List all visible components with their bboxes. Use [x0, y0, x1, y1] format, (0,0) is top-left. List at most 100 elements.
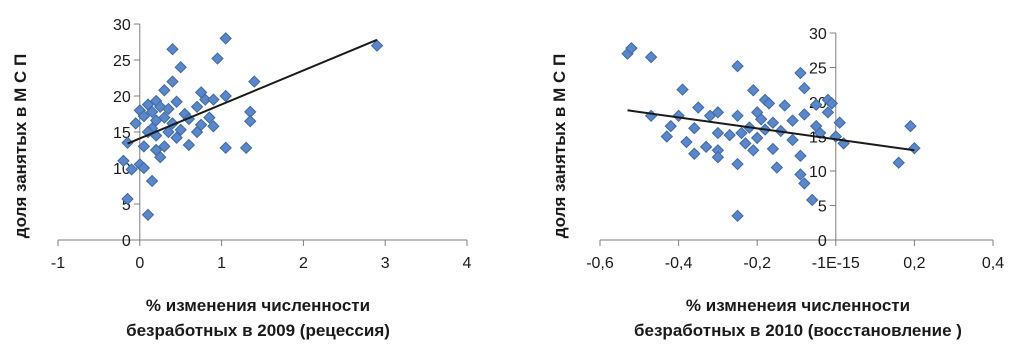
data-point [786, 133, 799, 147]
data-point [676, 83, 689, 96]
data-point [711, 126, 725, 140]
data-point [711, 150, 725, 164]
data-point [207, 120, 220, 133]
data-point [747, 84, 760, 97]
data-point [688, 122, 701, 135]
data-point [162, 125, 175, 139]
data-point [190, 100, 204, 114]
data-point [166, 42, 179, 56]
data-point [203, 111, 216, 124]
scatter-chart-recovery: доля занятых в М С П % измненеия численн… [550, 26, 1004, 340]
data-point [207, 93, 220, 106]
data-point [137, 109, 151, 123]
data-point [892, 156, 905, 169]
data-point [137, 140, 151, 153]
data-point [117, 154, 130, 168]
data-point [825, 97, 839, 110]
data-point [794, 149, 807, 163]
data-point [794, 168, 807, 181]
data-point [162, 102, 175, 116]
data-point [735, 126, 748, 140]
data-point [692, 101, 705, 114]
x-tick-label: 0 [135, 255, 144, 272]
data-point [244, 114, 257, 128]
scatter-chart-recession: доля занятых в М С П % изменения численн… [11, 17, 472, 340]
y-axis-title: доля занятых в М С П [11, 54, 30, 238]
y-tick-label: 30 [113, 17, 131, 34]
data-point [806, 193, 819, 207]
data-point [798, 177, 811, 190]
x-tick-label: 2 [299, 255, 308, 272]
data-point [833, 116, 846, 129]
data-point [145, 105, 159, 119]
data-point [688, 147, 701, 160]
y-tick-label: 0 [122, 233, 131, 250]
data-point [794, 66, 807, 80]
data-point [672, 109, 685, 123]
data-point [182, 138, 196, 152]
data-point [199, 93, 212, 106]
x-tick-label: -0,6 [586, 255, 614, 272]
y-axis-title-text: доля занятых в М С П [11, 54, 30, 238]
data-point [660, 130, 674, 143]
data-point [248, 75, 261, 88]
data-point [699, 140, 713, 154]
x-axis-title-line-1: % измненеия численности [686, 296, 910, 315]
data-point [798, 81, 811, 95]
data-point [747, 144, 760, 157]
x-axis-title-line-2: безработных в 2009 (рецессия) [126, 321, 390, 340]
data-point [731, 59, 744, 73]
data-point [219, 32, 232, 45]
data-point [370, 39, 384, 52]
data-point [170, 95, 183, 108]
data-point [762, 97, 776, 110]
data-point [821, 106, 835, 119]
data-point [644, 50, 658, 64]
x-tick-label: -0,4 [665, 255, 693, 272]
data-point [798, 108, 811, 121]
data-point [174, 60, 187, 74]
trend-line [127, 38, 378, 145]
data-point [778, 99, 791, 112]
y-tick-label: 10 [113, 161, 131, 178]
data-point [141, 208, 155, 222]
y-axis-title-text: доля занятых в М С П [550, 54, 569, 238]
x-tick-label: -0,2 [743, 255, 771, 272]
x-tick-label: 0,4 [982, 255, 1004, 272]
data-point [137, 161, 151, 175]
data-point [211, 52, 224, 65]
data-point [739, 137, 752, 150]
data-point [129, 117, 142, 130]
data-point [723, 128, 736, 142]
y-axis-title: доля занятых в М С П [550, 54, 569, 238]
x-tick-label: -1 [51, 255, 65, 272]
x-tick-label: 4 [463, 255, 472, 272]
data-point [219, 141, 232, 155]
data-point [766, 142, 780, 156]
data-point [750, 131, 764, 145]
data-point [154, 150, 167, 164]
y-tick-label: 25 [113, 53, 131, 70]
data-point [625, 41, 638, 55]
data-point [121, 192, 134, 206]
data-point [174, 123, 187, 137]
y-tick-label: 30 [809, 26, 827, 43]
y-tick-label: 5 [122, 197, 131, 214]
data-point [809, 98, 823, 111]
data-point [170, 131, 183, 144]
x-axis-title-line-2: безработных в 2010 (восстановление ) [634, 321, 962, 340]
data-point [239, 141, 253, 155]
y-tick-label: 10 [809, 164, 827, 181]
data-point [904, 119, 917, 133]
data-point [680, 135, 693, 149]
data-point [766, 116, 780, 129]
x-tick-label: 3 [381, 255, 390, 272]
data-point [786, 114, 799, 127]
data-point [190, 125, 204, 139]
x-tick-label: -1E-15 [812, 255, 860, 272]
data-point [644, 109, 658, 123]
data-point [158, 140, 171, 153]
trend-line [627, 109, 915, 152]
data-point [731, 157, 744, 171]
